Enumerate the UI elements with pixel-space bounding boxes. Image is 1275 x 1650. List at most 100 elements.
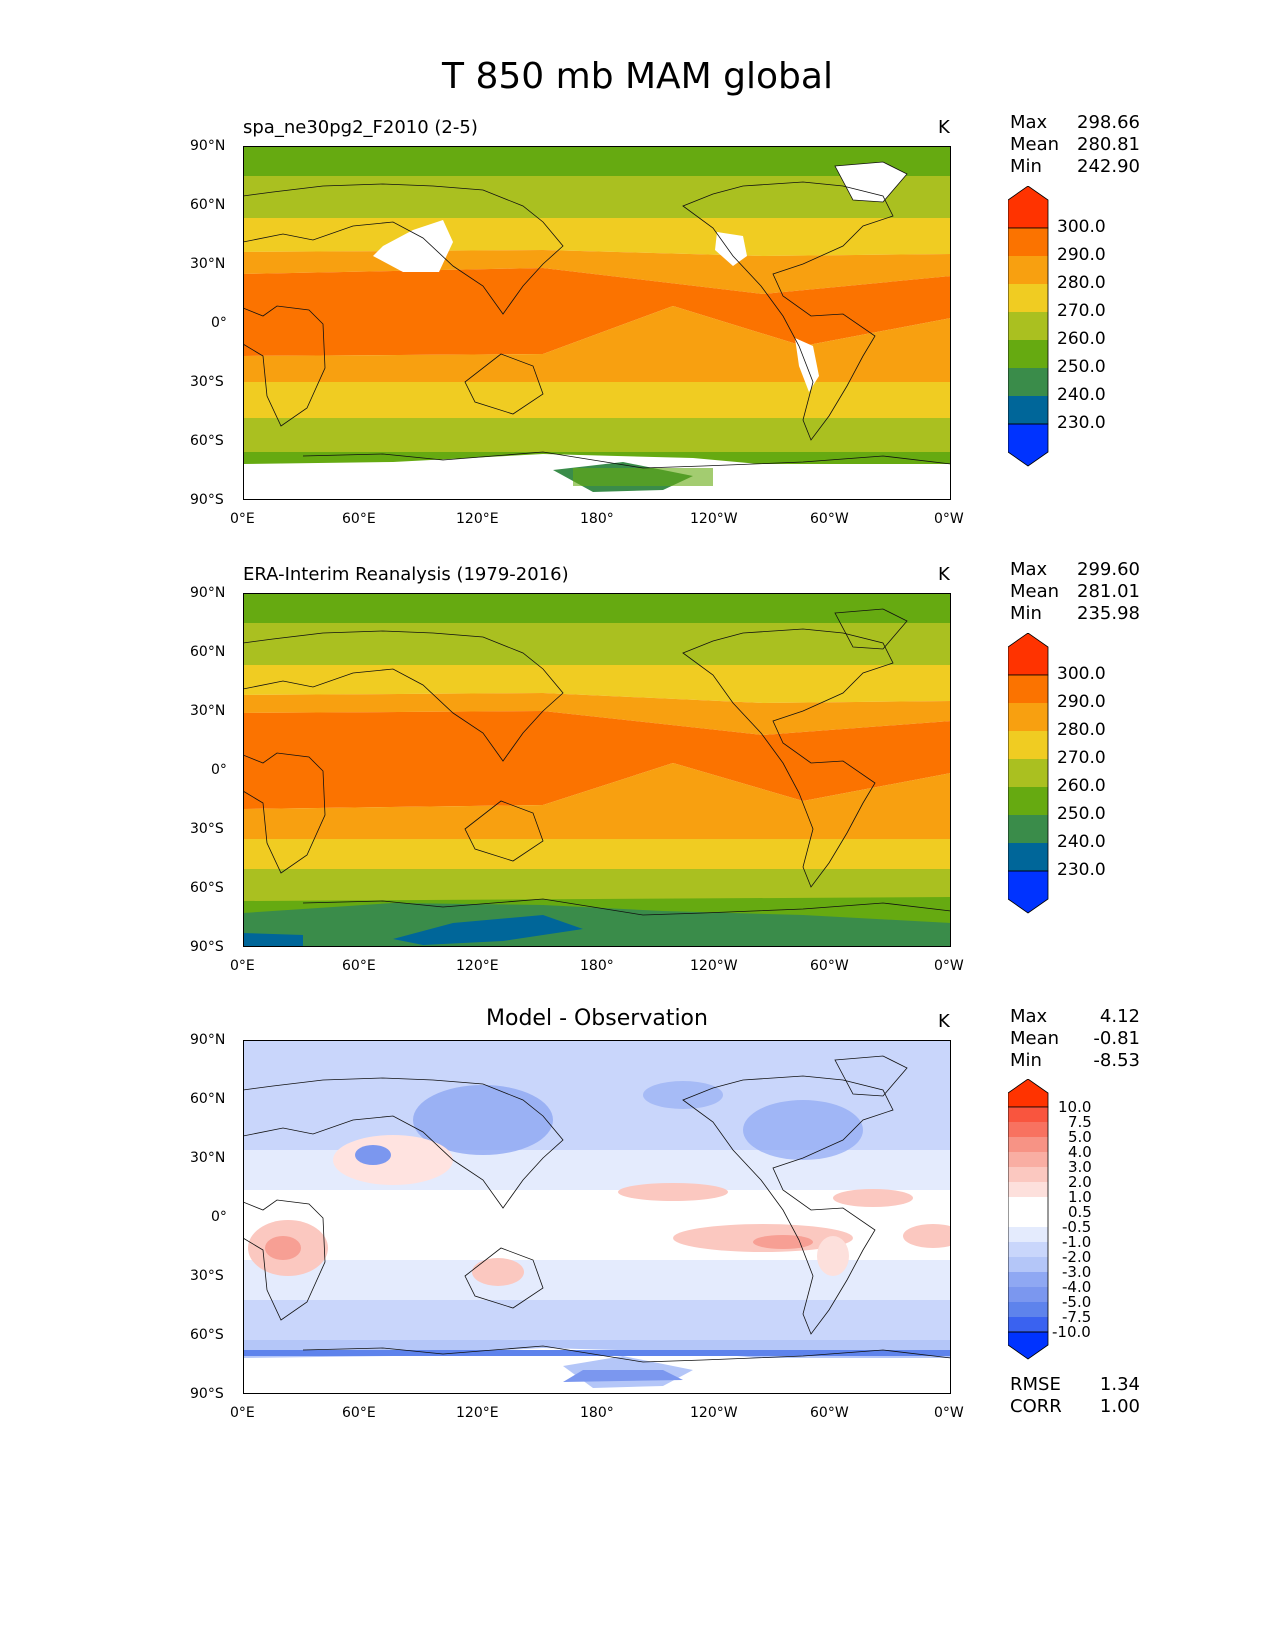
colorbar-label: 240.0 (1057, 385, 1106, 405)
x-tick: 60°W (810, 1405, 849, 1421)
band (243, 933, 303, 947)
colorbar-label: 3.0 (1068, 1158, 1092, 1176)
colorbar-label: -2.0 (1062, 1248, 1092, 1266)
x-tick: 0°E (230, 511, 255, 527)
x-tick: 180° (580, 511, 614, 527)
colorbar (1007, 1078, 1050, 1365)
band (243, 176, 951, 218)
rockies-mask (715, 232, 747, 266)
band (393, 915, 583, 945)
stat-label: Mean (1010, 134, 1060, 155)
band (243, 593, 951, 623)
coastlines (243, 608, 951, 916)
stat-label: Max (1010, 112, 1048, 133)
tibet-mask (373, 220, 453, 272)
colorbar-label: 2.0 (1068, 1173, 1092, 1191)
x-tick: 0°W (934, 958, 964, 974)
colorbar-label: 7.5 (1068, 1113, 1092, 1131)
colorbar-label: 230.0 (1057, 413, 1106, 433)
map-plot (243, 593, 951, 947)
map-canvas (243, 146, 951, 500)
diff-region (333, 1135, 453, 1185)
y-tick: 0° (211, 762, 227, 778)
colorbar-label: 250.0 (1057, 804, 1106, 824)
y-tick: 0° (211, 315, 227, 331)
colorbar (1007, 632, 1050, 919)
colorbar-label: 270.0 (1057, 748, 1106, 768)
colorbar-label: -7.5 (1062, 1308, 1092, 1326)
map-frame (243, 1040, 951, 1394)
colorbar-label: 260.0 (1057, 329, 1106, 349)
stat-value: 280.81 (1077, 134, 1140, 155)
colorbar-label: -1.0 (1062, 1233, 1092, 1251)
y-tick: 60°S (190, 433, 224, 449)
colorbar-label: 0.5 (1068, 1203, 1092, 1221)
y-tick: 90°N (190, 138, 226, 154)
band (573, 468, 713, 486)
x-tick: 60°E (342, 511, 376, 527)
y-tick: 60°N (190, 644, 226, 660)
stat-label: Min (1010, 603, 1042, 624)
y-tick: 30°S (190, 821, 224, 837)
y-tick: 60°S (190, 880, 224, 896)
y-tick: 90°N (190, 1032, 226, 1048)
x-tick: 120°E (456, 958, 499, 974)
x-tick: 0°W (934, 1405, 964, 1421)
map-canvas (243, 593, 951, 947)
colorbar-label: 290.0 (1057, 245, 1106, 265)
greenland-mask (835, 162, 907, 202)
units-label: K (938, 117, 950, 138)
stat-label: RMSE (1010, 1374, 1061, 1395)
diff-region (903, 1224, 951, 1248)
stat-value: 281.01 (1077, 581, 1140, 602)
band (243, 839, 951, 869)
band (243, 218, 951, 256)
diff-region (817, 1236, 849, 1276)
y-tick: 90°S (190, 1386, 224, 1402)
stat-value: 298.66 (1077, 112, 1140, 133)
stat-label: Mean (1010, 1028, 1060, 1049)
x-tick: 120°E (456, 511, 499, 527)
x-tick: 60°E (342, 1405, 376, 1421)
colorbar-label: 240.0 (1057, 832, 1106, 852)
band (243, 306, 951, 394)
panel-left-title: spa_ne30pg2_F2010 (2-5) (243, 117, 478, 138)
stat-label: CORR (1010, 1396, 1062, 1417)
x-tick: 120°W (690, 1405, 738, 1421)
x-tick: 180° (580, 1405, 614, 1421)
x-tick: 120°W (690, 958, 738, 974)
y-tick: 90°S (190, 492, 224, 508)
coastlines (243, 1055, 951, 1363)
skill-stats-box: RMSE 1.34 CORR 1.00 (1010, 1374, 1140, 1418)
stats-box: Max 4.12 Mean -0.81 Min -8.53 (1010, 1006, 1140, 1072)
diff-region (753, 1235, 813, 1249)
band (243, 382, 951, 418)
stat-value: -8.53 (1093, 1050, 1140, 1071)
band (243, 623, 951, 665)
stat-label: Mean (1010, 581, 1060, 602)
band (243, 418, 951, 452)
stat-label: Max (1010, 1006, 1048, 1027)
x-tick: 120°E (456, 1405, 499, 1421)
diff-region (265, 1236, 301, 1260)
y-tick: 30°N (190, 703, 226, 719)
x-tick: 0°E (230, 958, 255, 974)
colorbar-label: -4.0 (1062, 1278, 1092, 1296)
band (243, 665, 951, 703)
stat-value: 4.12 (1099, 1006, 1140, 1027)
stat-value: 1.34 (1099, 1374, 1140, 1395)
x-tick: 60°W (810, 958, 849, 974)
x-tick: 0°W (934, 511, 964, 527)
colorbar-label: -3.0 (1062, 1263, 1092, 1281)
coastlines (243, 161, 951, 469)
stat-label: Max (1010, 559, 1048, 580)
y-tick: 30°S (190, 1268, 224, 1284)
y-tick: 60°N (190, 1091, 226, 1107)
stat-label: Min (1010, 156, 1042, 177)
map-plot (243, 146, 951, 500)
panel-center-title: Model - Observation (486, 1006, 708, 1031)
colorbar-label: 290.0 (1057, 692, 1106, 712)
figure-title: T 850 mb MAM global (442, 56, 833, 97)
stat-value: 1.00 (1099, 1396, 1140, 1417)
x-tick: 60°W (810, 511, 849, 527)
